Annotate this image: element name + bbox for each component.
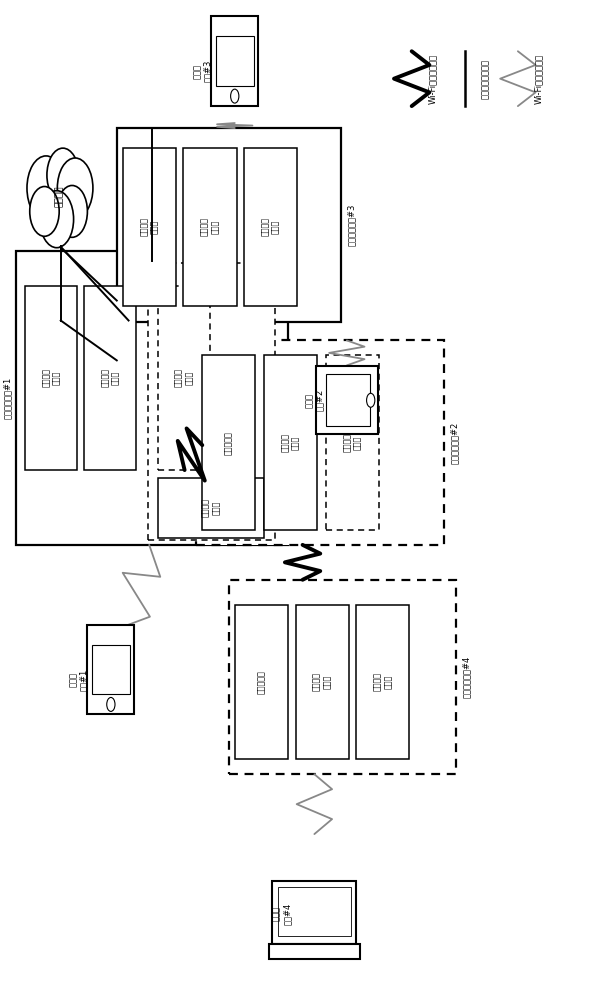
- Text: 前程网路
存取点: 前程网路 存取点: [343, 433, 362, 452]
- Circle shape: [40, 191, 74, 248]
- Text: 多存取点
控制器: 多存取点 控制器: [42, 368, 61, 387]
- FancyBboxPatch shape: [278, 887, 350, 936]
- Circle shape: [30, 187, 59, 236]
- Circle shape: [57, 185, 87, 237]
- Text: 有线以太网路连结: 有线以太网路连结: [481, 59, 490, 99]
- FancyBboxPatch shape: [158, 286, 210, 470]
- Circle shape: [231, 89, 239, 103]
- FancyBboxPatch shape: [229, 580, 456, 774]
- Circle shape: [31, 148, 88, 244]
- FancyBboxPatch shape: [196, 340, 444, 545]
- Circle shape: [107, 697, 115, 711]
- Circle shape: [47, 148, 79, 202]
- FancyBboxPatch shape: [316, 366, 378, 434]
- Text: 多存取点装置#3: 多存取点装置#3: [347, 204, 356, 246]
- FancyBboxPatch shape: [272, 881, 356, 944]
- Text: 多存取点装置#4: 多存取点装置#4: [462, 656, 471, 698]
- FancyBboxPatch shape: [295, 605, 349, 759]
- Text: 多存取点
代理器: 多存取点 代理器: [281, 433, 301, 452]
- Text: 非存取
点站#1: 非存取 点站#1: [69, 668, 88, 691]
- Text: Wi-Fi前程网络连结: Wi-Fi前程网络连结: [534, 54, 543, 104]
- FancyBboxPatch shape: [235, 605, 288, 759]
- FancyBboxPatch shape: [326, 355, 380, 530]
- FancyBboxPatch shape: [92, 645, 130, 694]
- FancyBboxPatch shape: [216, 36, 254, 86]
- Text: 后继网路站: 后继网路站: [257, 670, 266, 694]
- Text: 多存取点
代理器: 多存取点 代理器: [313, 672, 331, 691]
- Circle shape: [366, 393, 375, 407]
- FancyBboxPatch shape: [202, 355, 256, 530]
- Text: 前程网路
存取点: 前程网路 存取点: [373, 672, 393, 691]
- Text: 非存取
点站#4: 非存取 点站#4: [272, 903, 292, 925]
- Text: 前程网路
存取点: 前程网路 存取点: [261, 217, 280, 236]
- Text: 多存取点
代理器: 多存取点 代理器: [101, 368, 120, 387]
- FancyBboxPatch shape: [158, 478, 264, 538]
- Text: 逻辑以太
网路墙: 逻辑以太 网路墙: [139, 217, 159, 236]
- Text: 后继网路站: 后继网路站: [224, 431, 234, 455]
- FancyBboxPatch shape: [211, 16, 259, 106]
- Text: 多存取点装置#1: 多存取点装置#1: [2, 377, 11, 419]
- Text: 前程网路
存取点: 前程网路 存取点: [174, 368, 194, 387]
- FancyBboxPatch shape: [269, 944, 360, 959]
- FancyBboxPatch shape: [327, 374, 369, 426]
- FancyBboxPatch shape: [183, 148, 237, 306]
- Text: 非存取
点站#2: 非存取 点站#2: [305, 389, 324, 411]
- Text: Wi-Fi后继网络连结: Wi-Fi后继网络连结: [428, 54, 437, 104]
- Text: 逻辑以太
网路墙: 逻辑以太 网路墙: [202, 498, 221, 517]
- FancyBboxPatch shape: [17, 251, 288, 545]
- FancyBboxPatch shape: [356, 605, 409, 759]
- FancyBboxPatch shape: [84, 286, 136, 470]
- Circle shape: [58, 158, 93, 218]
- Text: 非存取
点站#3: 非存取 点站#3: [193, 60, 212, 82]
- Text: 多存取点
代理器: 多存取点 代理器: [200, 217, 219, 236]
- FancyBboxPatch shape: [117, 128, 341, 322]
- FancyBboxPatch shape: [244, 148, 297, 306]
- FancyBboxPatch shape: [123, 148, 176, 306]
- FancyBboxPatch shape: [148, 263, 275, 540]
- FancyBboxPatch shape: [25, 286, 77, 470]
- Text: 广域网络: 广域网络: [55, 185, 64, 207]
- FancyBboxPatch shape: [264, 355, 317, 530]
- Text: 多存取点装置#2: 多存取点装置#2: [450, 422, 459, 464]
- Circle shape: [27, 156, 65, 220]
- FancyBboxPatch shape: [87, 625, 135, 714]
